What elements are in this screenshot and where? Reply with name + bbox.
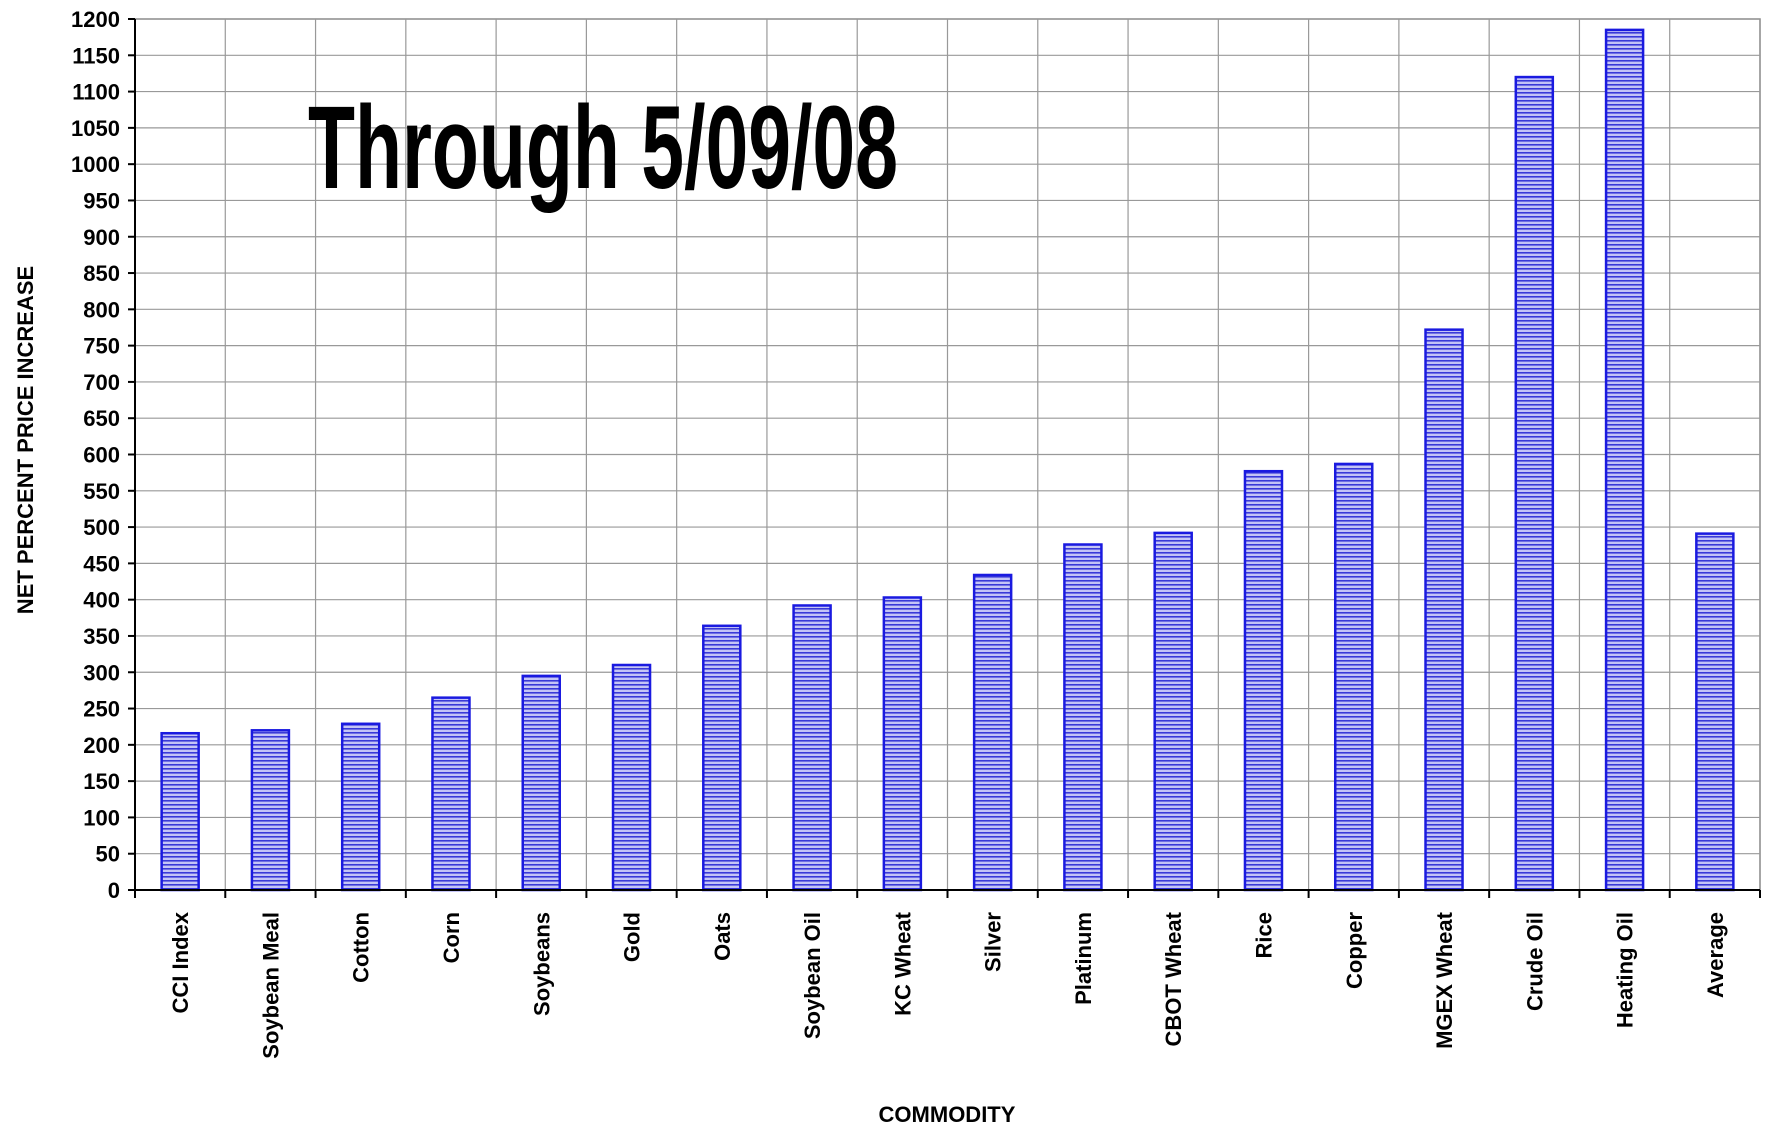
- x-tick-label: Gold: [620, 912, 645, 962]
- x-tick-label: Cotton: [349, 912, 374, 983]
- bar-cci-index: [160, 731, 200, 892]
- x-tick-label: Corn: [439, 912, 464, 963]
- x-tick-label: Copper: [1342, 912, 1367, 989]
- x-tick-label: Average: [1703, 912, 1728, 998]
- y-tick-label: 50: [96, 842, 120, 867]
- bar-silver: [972, 573, 1013, 892]
- bar-oats: [702, 624, 742, 892]
- chart-title: Through 5/09/08: [308, 82, 898, 214]
- x-tick-label: Silver: [981, 912, 1006, 972]
- bar-cotton: [340, 722, 381, 892]
- y-tick-labels: 0 50 100 150 200 250 300 350 400 450 500 550 600 650 7…: [71, 7, 120, 903]
- x-tick-label: Soybeans: [529, 912, 554, 1016]
- y-tick-label: 250: [83, 697, 120, 722]
- y-tick-label: 150: [83, 769, 120, 794]
- y-tick-label: 600: [83, 443, 120, 468]
- x-tick-label: Soybean Meal: [258, 912, 283, 1059]
- y-tick-label: 350: [83, 624, 120, 649]
- y-tick-label: 200: [83, 733, 120, 758]
- x-tick-label: MGEX Wheat: [1432, 911, 1457, 1049]
- bar-soybean-oil: [792, 604, 832, 892]
- y-tick-label: 0: [108, 878, 120, 903]
- x-tick-label: Rice: [1251, 912, 1276, 958]
- y-tick-label: 1200: [71, 7, 120, 32]
- bar-kc-wheat: [882, 596, 923, 892]
- y-tick-label: 850: [83, 261, 120, 286]
- x-tick-label: Heating Oil: [1613, 912, 1638, 1028]
- y-tick-label: 100: [83, 805, 120, 830]
- x-tick-label: CCI Index: [168, 911, 193, 1013]
- y-tick-label: 950: [83, 188, 120, 213]
- y-tick-label: 1100: [72, 80, 120, 105]
- axes: [128, 18, 1761, 898]
- y-tick-label: 400: [83, 588, 120, 613]
- bars: [160, 28, 1735, 892]
- bar-corn: [431, 696, 471, 892]
- y-tick-label: 1050: [71, 116, 120, 141]
- y-tick-label: 450: [83, 551, 120, 576]
- y-tick-label: 1150: [72, 43, 120, 68]
- bar-average: [1695, 532, 1735, 892]
- y-tick-label: 750: [83, 334, 120, 359]
- y-tick-label: 900: [83, 225, 120, 250]
- x-tick-labels: CCI Index Soybean Meal Cotton Corn Soybeans G…: [168, 911, 1728, 1058]
- x-tick-label: Oats: [710, 912, 735, 961]
- bar-soybean-meal: [250, 729, 291, 892]
- y-tick-label: 650: [83, 406, 120, 431]
- y-tick-label: 500: [83, 515, 120, 540]
- y-axis-title: NET PERCENT PRICE INCREASE: [13, 266, 38, 614]
- y-tick-label: 700: [83, 370, 120, 395]
- x-tick-label: Crude Oil: [1522, 912, 1547, 1011]
- bar-rice: [1243, 469, 1284, 892]
- y-tick-label: 1000: [71, 152, 120, 177]
- x-tick-label: Platinum: [1071, 912, 1096, 1005]
- bar-crude-oil: [1514, 75, 1555, 892]
- x-axis-title: COMMODITY: [879, 1102, 1016, 1127]
- bar-mgex-wheat: [1424, 328, 1464, 892]
- bar-cbot-wheat: [1153, 531, 1193, 892]
- x-tick-label: Soybean Oil: [800, 912, 825, 1039]
- bar-soybeans: [521, 674, 562, 892]
- y-tick-label: 300: [83, 660, 120, 685]
- bar-copper: [1333, 462, 1374, 892]
- bar-heating-oil: [1604, 28, 1645, 892]
- y-tick-label: 550: [83, 479, 120, 504]
- x-tick-label: KC Wheat: [890, 911, 915, 1016]
- y-tick-label: 800: [83, 297, 120, 322]
- x-tick-label: CBOT Wheat: [1161, 911, 1186, 1046]
- bar-platinum: [1063, 543, 1103, 892]
- bar-gold: [611, 663, 652, 892]
